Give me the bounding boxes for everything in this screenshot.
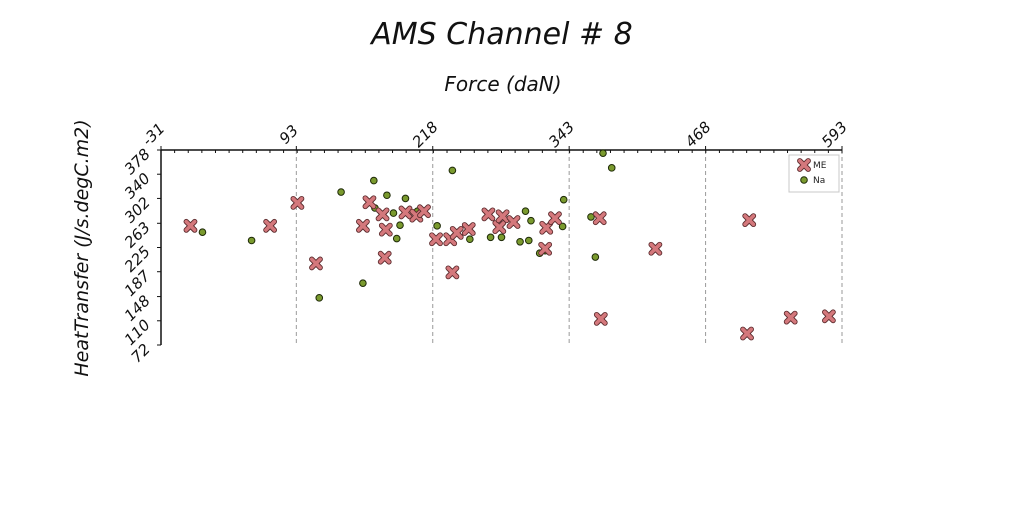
chart-title: AMS Channel # 8 (369, 17, 632, 52)
na-point (433, 222, 441, 230)
me-point (461, 222, 476, 236)
na-point (591, 253, 600, 261)
legend: ME Na (788, 154, 840, 193)
na-point (599, 149, 607, 157)
na-point (247, 236, 256, 245)
me-point (538, 241, 553, 256)
na-point (337, 188, 345, 196)
x-tick-labels: -31 93 218 343 468 593 (138, 118, 851, 151)
me-point (183, 218, 198, 233)
na-point (396, 221, 404, 229)
na-point (392, 234, 401, 243)
na-point (370, 176, 378, 185)
me-point (539, 220, 554, 235)
me-point (822, 309, 836, 324)
na-point (401, 194, 410, 203)
me-point (375, 207, 390, 222)
me-point (398, 205, 413, 220)
na-point (383, 191, 391, 200)
na-point (315, 294, 324, 302)
na-point (448, 166, 457, 175)
me-point (417, 204, 431, 219)
legend-me-marker (797, 158, 811, 172)
na-point (559, 195, 568, 204)
x-tick-label: -31 (138, 119, 168, 149)
na-point (497, 233, 506, 242)
series-me-points (183, 195, 836, 341)
y-axis-label: HeatTransfer (J/s.degC.m2) (71, 119, 93, 376)
me-point (377, 250, 392, 265)
y-tick-label: 148 (121, 292, 154, 325)
x-tick-label: 93 (276, 121, 302, 147)
grid-lines (295, 150, 843, 345)
legend-na-label: Na (813, 176, 825, 186)
me-point (648, 241, 663, 256)
legend-na-symbol (800, 176, 808, 184)
na-point (587, 213, 595, 221)
axes (157, 146, 843, 346)
na-point (521, 207, 530, 215)
x-axis-label: Force (daN) (444, 72, 561, 96)
na-point (527, 216, 535, 225)
me-point (593, 311, 608, 326)
me-point (495, 209, 510, 224)
me-point (378, 222, 393, 237)
na-point (524, 236, 533, 245)
na-point (516, 237, 524, 246)
na-point (607, 164, 616, 172)
na-point (466, 235, 474, 244)
me-point (263, 218, 278, 233)
me-point (429, 232, 443, 247)
x-tick-label: 343 (545, 118, 578, 151)
me-point (548, 211, 562, 226)
na-point (389, 209, 398, 217)
me-point (362, 195, 377, 210)
me-point (742, 213, 757, 227)
legend-me-label: ME (813, 161, 827, 171)
na-point (359, 279, 367, 287)
legend-me-symbol (797, 158, 811, 172)
x-tick-label: 468 (682, 118, 715, 151)
me-point (445, 265, 460, 280)
y-tick-label: 378 (121, 145, 154, 178)
legend-na-marker (800, 176, 808, 184)
me-point (592, 211, 607, 226)
me-point (355, 218, 370, 233)
y-tick-label: 263 (121, 218, 154, 251)
x-tick-label: 218 (409, 118, 442, 151)
na-point (558, 222, 567, 231)
me-point (492, 220, 507, 235)
me-point (309, 256, 323, 271)
me-point (449, 225, 464, 240)
me-point (290, 195, 305, 210)
me-point (783, 310, 798, 325)
x-tick-label: 593 (818, 118, 851, 151)
series-na-points (198, 149, 616, 302)
me-point (481, 207, 496, 222)
na-point (198, 228, 207, 237)
me-point (740, 326, 754, 341)
na-point (486, 233, 495, 242)
me-point (506, 215, 521, 229)
